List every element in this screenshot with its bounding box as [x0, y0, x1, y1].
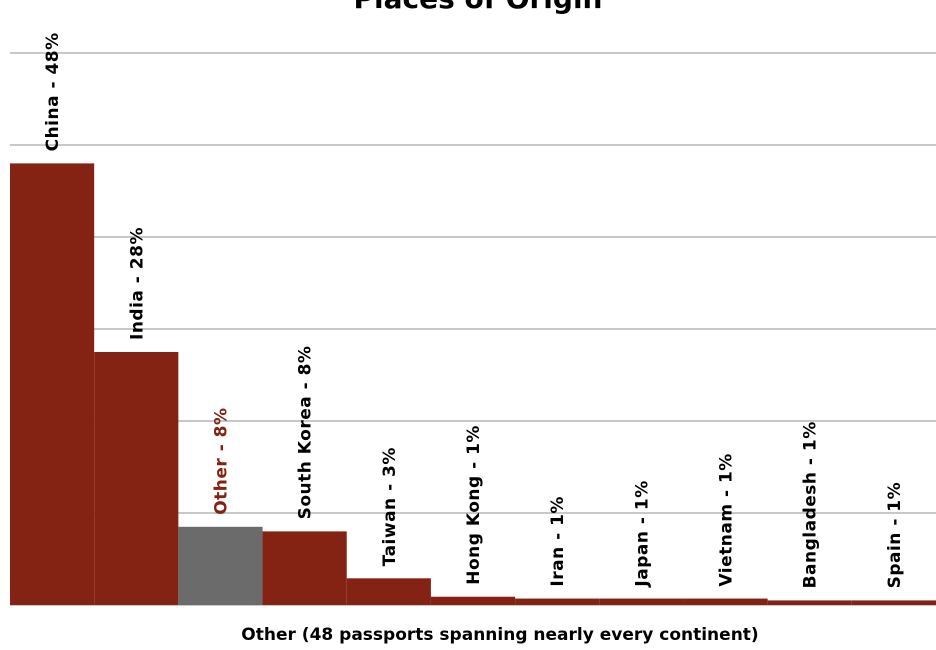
bar-7: [599, 598, 684, 605]
bar-5: [430, 596, 516, 605]
bar-label-1: India - 28%: [127, 227, 147, 340]
bar-6: [515, 598, 600, 605]
bar-4: [346, 578, 431, 605]
bar-8: [683, 598, 768, 605]
x-axis-label: Other (48 passports spanning nearly ever…: [241, 625, 758, 645]
bar-3: [262, 531, 347, 605]
bar-1: [94, 352, 179, 605]
bar-label-5: Hong Kong - 1%: [464, 425, 484, 585]
chart-title: Places of Origin: [354, 0, 603, 15]
bar-label-6: Iran - 1%: [548, 496, 568, 587]
bar-labels: China - 48% India - 28% Other - 8% South Ko…: [43, 32, 905, 588]
bars: [10, 163, 936, 605]
bar-9: [767, 600, 852, 605]
bar-10: [851, 600, 936, 605]
bar-label-4: Taiwan - 3%: [380, 447, 400, 566]
bar-label-8: Vietnam - 1%: [717, 453, 737, 586]
bar-label-2: Other - 8%: [211, 407, 231, 514]
bar-2: [178, 526, 263, 605]
bar-label-3: South Korea - 8%: [296, 346, 316, 520]
bar-label-9: Bangladesh - 1%: [801, 421, 821, 588]
bar-label-7: Japan - 1%: [632, 480, 652, 587]
bar-label-0: China - 48%: [43, 32, 63, 151]
bar-0: [10, 163, 95, 605]
bar-label-10: Spain - 1%: [885, 482, 905, 589]
